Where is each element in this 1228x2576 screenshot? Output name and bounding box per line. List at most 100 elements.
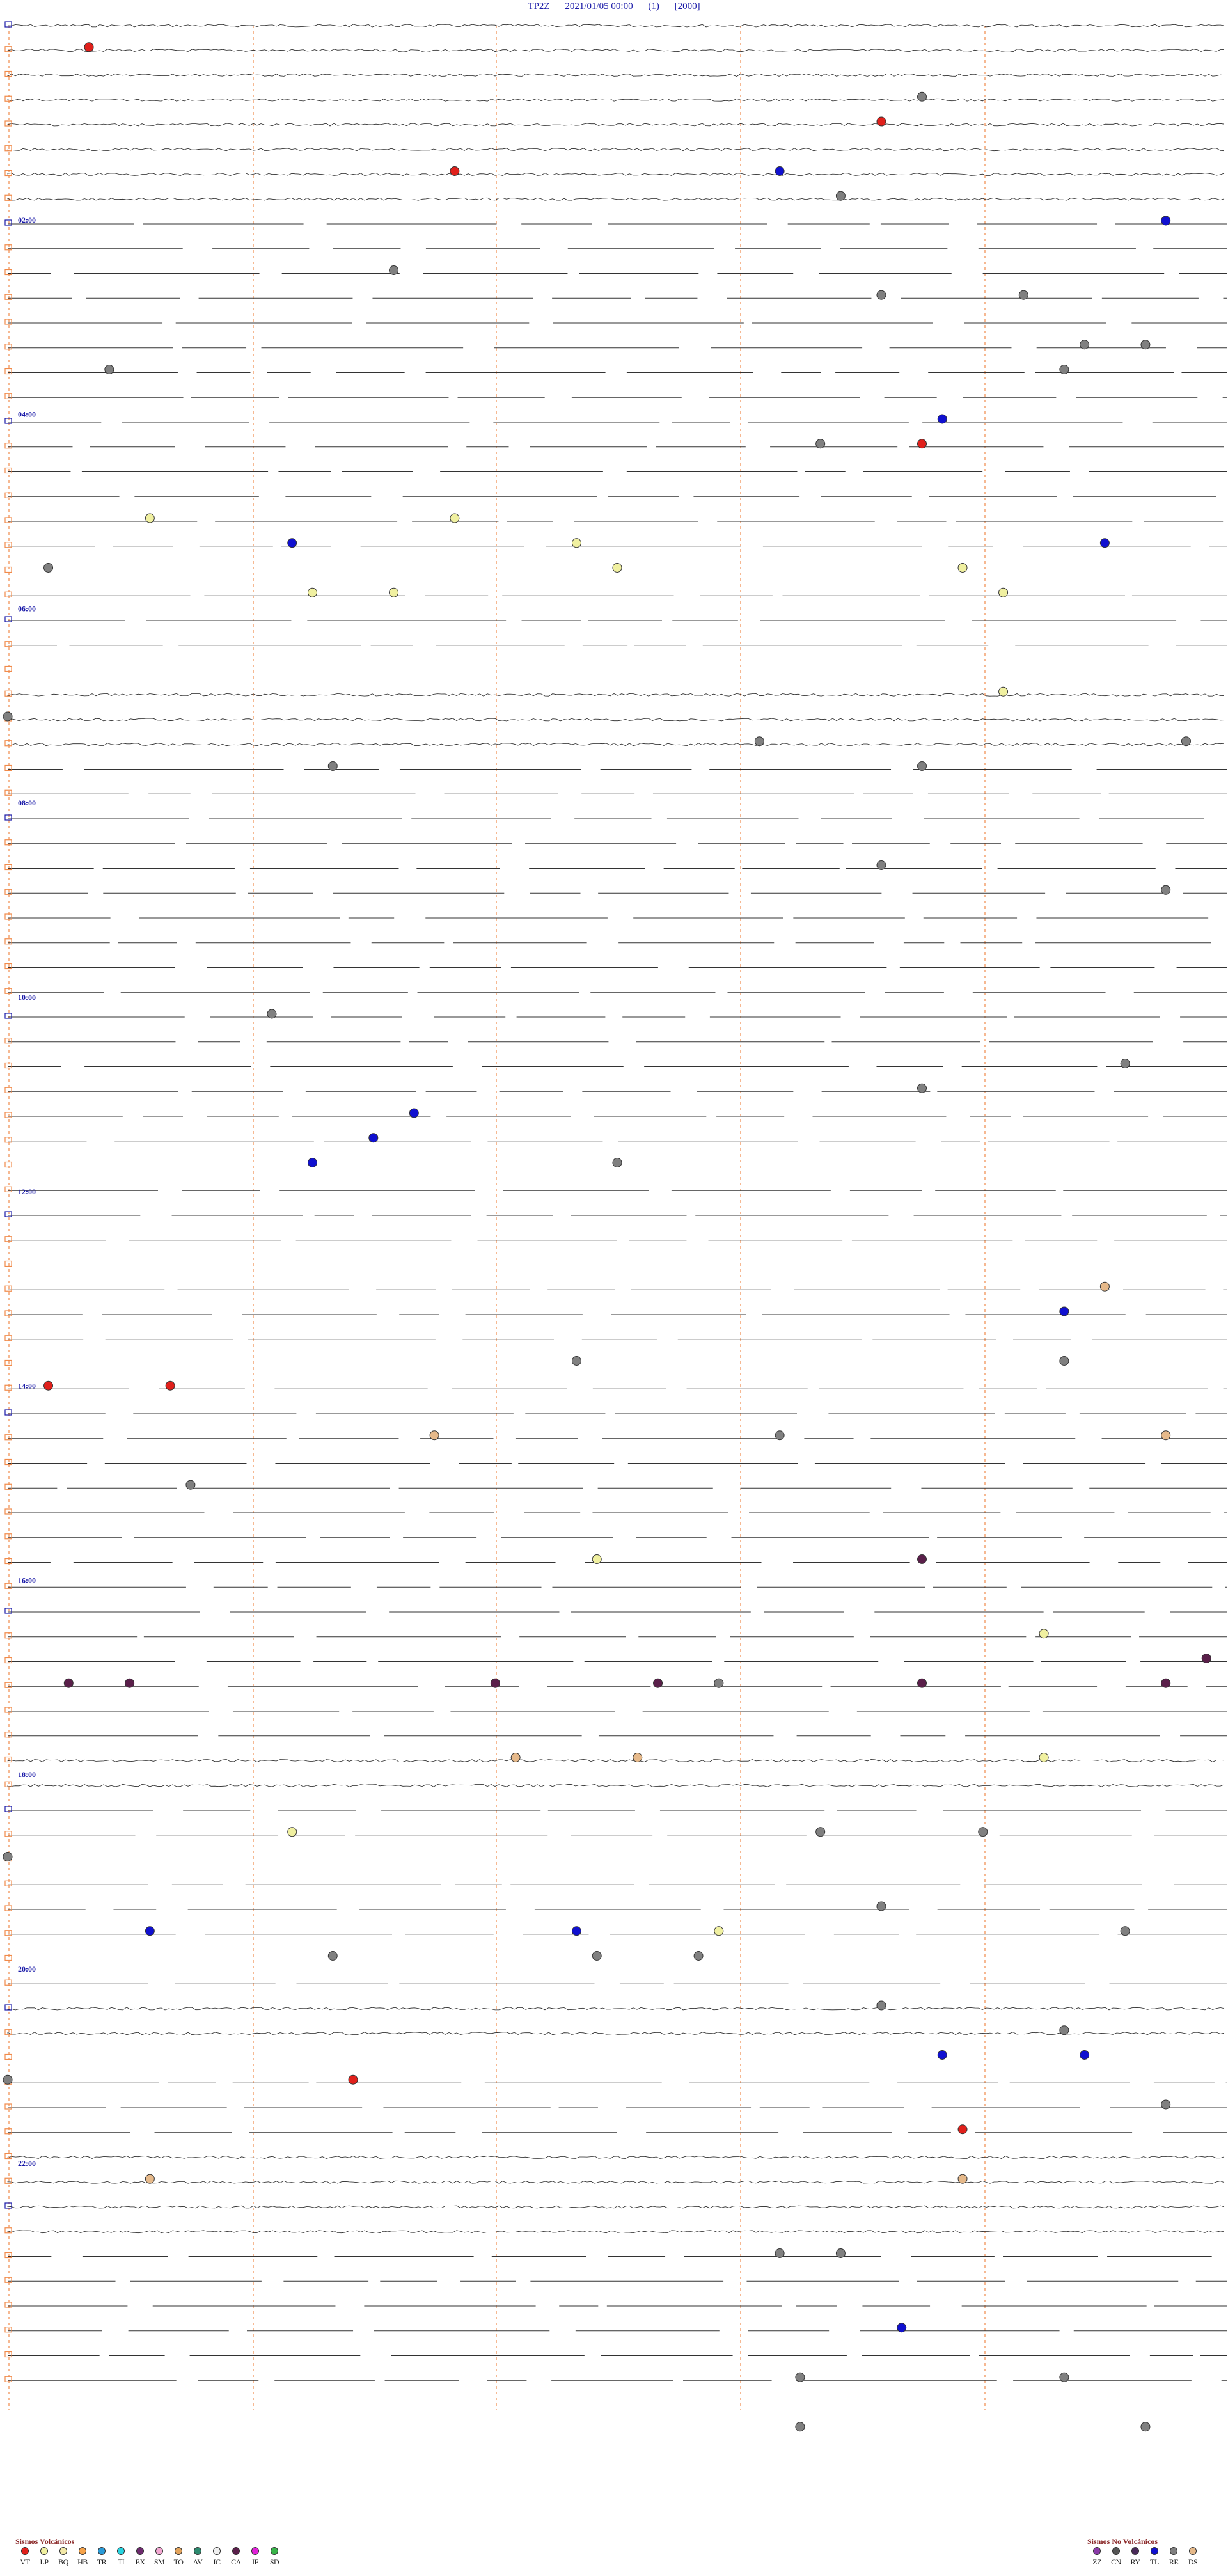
legend-nonvolcanic-title: Sismos No Volcánicos xyxy=(1087,2537,1158,2546)
event-marker-re xyxy=(3,2074,13,2085)
row-marker xyxy=(4,1285,12,1292)
trace-line xyxy=(7,148,1225,152)
legend-code: CN xyxy=(1111,2557,1121,2566)
row-marker xyxy=(4,1558,12,1565)
legend-code: RE xyxy=(1169,2557,1179,2566)
row-marker xyxy=(4,2202,12,2209)
row-marker xyxy=(4,2004,12,2011)
event-marker-re xyxy=(876,860,886,870)
legend-item-lp: LP xyxy=(35,2547,54,2567)
row-marker xyxy=(4,1954,12,1961)
event-marker-tl xyxy=(1099,538,1110,548)
row-marker xyxy=(4,1806,12,1812)
legend-dot xyxy=(117,2547,125,2555)
legend-code: TR xyxy=(97,2557,107,2566)
event-marker-re xyxy=(835,2248,846,2258)
row-marker xyxy=(4,566,12,573)
hour-label: 02:00 xyxy=(18,216,36,225)
trace-line xyxy=(7,197,1225,201)
row-marker xyxy=(4,1335,12,1341)
legend-code: RY xyxy=(1130,2557,1140,2566)
event-marker-ca xyxy=(490,1678,500,1688)
legend-dot xyxy=(79,2547,86,2555)
row-marker xyxy=(4,46,12,52)
row-marker xyxy=(4,641,12,647)
row-marker xyxy=(4,1533,12,1540)
row-marker xyxy=(4,2376,12,2382)
row-marker xyxy=(4,665,12,672)
event-marker-lp xyxy=(571,538,581,548)
row-marker xyxy=(4,1657,12,1664)
event-marker-tl xyxy=(937,2050,947,2060)
event-marker-re xyxy=(327,761,338,771)
event-marker-lp xyxy=(1039,1629,1049,1639)
row-marker xyxy=(4,1979,12,1986)
row-marker xyxy=(4,616,12,622)
row-marker xyxy=(4,1384,12,1391)
legend-dot xyxy=(40,2547,48,2555)
legend-code: BQ xyxy=(58,2557,68,2566)
event-marker-ds xyxy=(957,2174,968,2184)
row-marker xyxy=(4,1236,12,1242)
row-marker xyxy=(4,1732,12,1738)
row-marker xyxy=(4,2327,12,2333)
row-marker xyxy=(4,2177,12,2184)
row-marker xyxy=(4,1013,12,1019)
legend-dot xyxy=(271,2547,278,2555)
event-marker-lp xyxy=(145,513,155,523)
legend-dot xyxy=(155,2547,163,2555)
row-marker xyxy=(4,1458,12,1466)
row-marker xyxy=(4,1682,12,1688)
row-marker xyxy=(4,740,12,747)
legend-dot xyxy=(1131,2547,1139,2555)
row-marker xyxy=(4,913,12,920)
row-marker xyxy=(4,418,12,424)
legend-item-av: AV xyxy=(188,2547,207,2567)
legend-dot xyxy=(1112,2547,1120,2555)
legend-dot xyxy=(213,2547,221,2555)
legend-code: SD xyxy=(269,2557,279,2566)
row-marker xyxy=(4,2153,12,2160)
event-marker-re xyxy=(1161,885,1171,895)
event-marker-re xyxy=(917,91,927,102)
hour-label: 20:00 xyxy=(18,1964,36,1973)
event-marker-ds xyxy=(1161,1430,1171,1441)
event-marker-ca xyxy=(63,1678,74,1688)
row-marker xyxy=(4,2252,12,2259)
row-marker xyxy=(4,2351,12,2358)
row-marker xyxy=(4,95,12,102)
legend-item-zz: ZZ xyxy=(1087,2547,1106,2567)
event-marker-re xyxy=(917,1083,927,1093)
event-marker-re xyxy=(327,1951,338,1961)
row-marker xyxy=(4,1831,12,1837)
legend-code: ZZ xyxy=(1092,2557,1101,2566)
legend-item-ex: EX xyxy=(130,2547,150,2567)
trace-line xyxy=(7,2032,1225,2035)
legend-dot xyxy=(251,2547,259,2555)
legend-volcanic-title: Sismos Volcánicos xyxy=(15,2537,75,2546)
row-marker xyxy=(4,1508,12,1515)
legend-code: TL xyxy=(1150,2557,1159,2566)
event-marker-re xyxy=(1059,2372,1069,2382)
event-marker-lp xyxy=(287,1827,297,1837)
event-marker-tl xyxy=(775,166,785,176)
event-marker-ca xyxy=(917,1678,927,1688)
row-marker xyxy=(4,963,12,970)
trace-line xyxy=(7,1783,1225,1787)
event-marker-tl xyxy=(145,1926,155,1936)
event-marker-re xyxy=(775,1430,785,1441)
event-marker-tl xyxy=(287,538,297,548)
legend-item-sm: SM xyxy=(150,2547,169,2567)
row-marker xyxy=(4,170,12,177)
event-marker-ds xyxy=(1099,1281,1110,1292)
hour-label: 22:00 xyxy=(18,2159,36,2168)
legend-dot xyxy=(21,2547,29,2555)
event-marker-ds xyxy=(145,2174,155,2184)
event-marker-re xyxy=(835,191,846,201)
legend-code: VT xyxy=(20,2557,31,2566)
event-marker-re xyxy=(876,290,886,300)
row-marker xyxy=(4,1112,12,1118)
event-marker-re xyxy=(1059,1356,1069,1366)
legend-dot xyxy=(1189,2547,1197,2555)
legend-nonvolcanic: Sismos No Volcánicos ZZ CN RY TL RE DS xyxy=(1087,2537,1223,2573)
